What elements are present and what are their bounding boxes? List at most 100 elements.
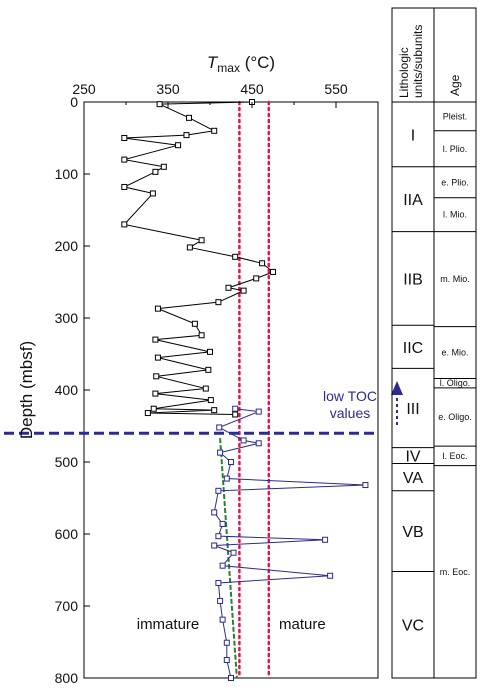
data-point bbox=[211, 127, 218, 134]
y-tick-label: 800 bbox=[55, 670, 79, 686]
data-point bbox=[215, 299, 222, 306]
data-point bbox=[215, 579, 222, 586]
data-point bbox=[223, 475, 230, 482]
data-point bbox=[230, 549, 237, 556]
data-point bbox=[216, 424, 223, 431]
data-point bbox=[152, 390, 159, 397]
data-point bbox=[121, 221, 128, 228]
data-point bbox=[232, 253, 239, 260]
data-point bbox=[255, 440, 262, 447]
data-point bbox=[160, 163, 167, 170]
y-tick-label: 700 bbox=[55, 598, 79, 614]
age-label: l. Plio. bbox=[443, 144, 468, 154]
data-point bbox=[152, 336, 159, 343]
x-axis-title-sub: max bbox=[217, 61, 240, 75]
unit-label: IIB bbox=[403, 271, 423, 288]
data-point bbox=[228, 459, 234, 465]
data-point bbox=[152, 168, 159, 175]
annotation-mature: mature bbox=[279, 616, 326, 633]
data-point bbox=[211, 407, 218, 414]
data-point bbox=[215, 487, 222, 494]
x-tick-label: 350 bbox=[156, 81, 180, 97]
header-units-line2: units/subunits bbox=[411, 25, 425, 98]
header-units: Lithologic units/subunits bbox=[397, 25, 425, 98]
age-label: e. Oligo. bbox=[438, 412, 472, 422]
data-point bbox=[198, 332, 205, 339]
data-point bbox=[259, 260, 266, 267]
data-point bbox=[186, 244, 193, 251]
x-axis-title-suffix: (°C) bbox=[240, 53, 275, 72]
data-point bbox=[121, 156, 128, 163]
low-toc-label-line1: low TOC bbox=[323, 388, 377, 404]
data-point bbox=[121, 135, 128, 141]
age-label: l. Oligo. bbox=[440, 378, 471, 388]
data-point bbox=[150, 405, 157, 412]
x-axis-title-prefix: T bbox=[207, 53, 219, 72]
data-point bbox=[149, 190, 156, 197]
data-point bbox=[219, 616, 226, 623]
data-point bbox=[322, 536, 329, 543]
unit-label: I bbox=[411, 127, 415, 144]
data-point bbox=[232, 411, 239, 418]
data-point bbox=[240, 287, 247, 294]
data-point bbox=[327, 572, 334, 579]
data-point bbox=[183, 132, 190, 139]
unit-cells: I IIA IIB IIC III IV VA VB VC bbox=[392, 127, 434, 635]
x-axis-ticks: 250 350 450 550 bbox=[72, 81, 379, 108]
unit-label: VC bbox=[402, 618, 424, 635]
x-tick-label: 550 bbox=[324, 81, 348, 97]
data-point bbox=[207, 348, 213, 355]
data-point bbox=[211, 542, 218, 549]
data-point bbox=[186, 114, 192, 121]
x-tick-label: 450 bbox=[240, 81, 264, 97]
data-point bbox=[219, 562, 226, 569]
data-point bbox=[153, 373, 160, 380]
y-tick-label: 100 bbox=[55, 166, 79, 182]
data-point bbox=[225, 284, 232, 291]
unit-label: III bbox=[406, 401, 419, 418]
x-tick-label: 250 bbox=[72, 81, 96, 97]
data-point bbox=[253, 275, 260, 282]
age-label: l. Eoc. bbox=[442, 451, 467, 461]
data-point bbox=[175, 142, 182, 149]
low-toc-annotation: low TOC values bbox=[323, 381, 403, 425]
data-point bbox=[205, 366, 212, 373]
header-age: Age bbox=[448, 74, 462, 96]
data-point bbox=[202, 385, 209, 392]
data-point bbox=[207, 397, 214, 404]
annotation-immature: immature bbox=[137, 616, 200, 633]
series-line-1 bbox=[213, 408, 366, 679]
unit-label: IIA bbox=[403, 192, 423, 209]
y-tick-label: 300 bbox=[55, 310, 79, 326]
lithology-table: Lithologic units/subunits Age I IIA IIB IIC… bbox=[391, 7, 477, 679]
data-point bbox=[215, 533, 222, 540]
data-point bbox=[232, 405, 239, 412]
y-tick-label: 500 bbox=[55, 454, 79, 470]
age-label: l. Mio. bbox=[443, 210, 467, 220]
data-point bbox=[270, 268, 276, 275]
age-label: m. Eoc. bbox=[440, 567, 471, 577]
data-point bbox=[223, 639, 230, 646]
age-label: m. Mio. bbox=[440, 274, 470, 284]
data-point bbox=[191, 320, 198, 327]
data-point bbox=[255, 408, 262, 415]
data-point bbox=[121, 183, 128, 190]
data-point bbox=[217, 449, 224, 456]
data-point bbox=[362, 482, 369, 489]
data-point bbox=[240, 437, 247, 444]
y-axis-ticks: 0 100 200 300 400 500 600 700 800 bbox=[55, 94, 90, 686]
threshold-lines bbox=[238, 100, 271, 680]
header-units-line1: Lithologic bbox=[397, 47, 411, 98]
low-toc-arrow-head bbox=[391, 381, 403, 395]
data-point bbox=[223, 657, 230, 663]
age-label: Pleist. bbox=[443, 111, 468, 121]
data-point bbox=[217, 597, 224, 604]
age-label: e. Plio. bbox=[441, 177, 469, 187]
data-point bbox=[154, 354, 161, 361]
y-tick-label: 0 bbox=[70, 94, 78, 110]
y-tick-label: 400 bbox=[55, 382, 79, 398]
data-point bbox=[211, 509, 218, 516]
y-tick-label: 200 bbox=[55, 238, 79, 254]
data-point bbox=[156, 101, 163, 108]
